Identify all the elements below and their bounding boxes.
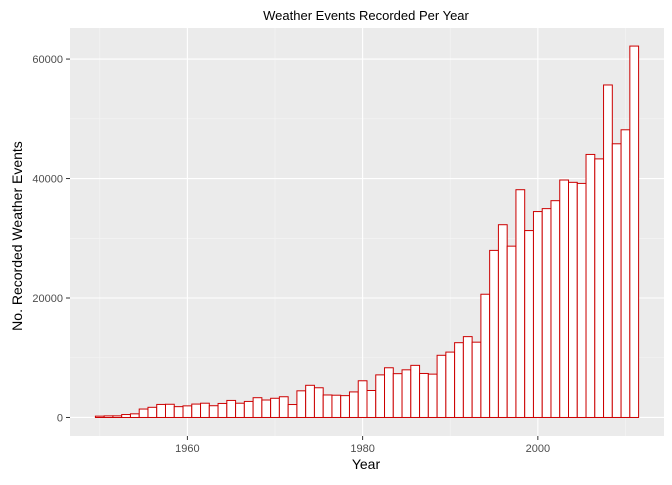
- x-axis-ticks: 1960 1980 2000: [175, 436, 550, 455]
- y-axis-ticks: 0 20000 40000 60000: [32, 54, 70, 424]
- chart-title: Weather Events Recorded Per Year: [263, 8, 469, 23]
- bar-1960: [182, 405, 193, 418]
- bar-1954: [129, 413, 140, 418]
- bar-1998: [515, 189, 526, 418]
- x-tick-label: 2000: [526, 443, 550, 455]
- x-tick-label: 1960: [175, 443, 199, 455]
- bar-1977: [331, 394, 342, 418]
- bar-1973: [296, 390, 307, 418]
- bar-1961: [191, 403, 202, 418]
- bar-1994: [480, 293, 491, 418]
- bar-1970: [270, 397, 280, 418]
- x-axis-title: Year: [352, 456, 381, 472]
- bar-2006: [585, 153, 596, 418]
- bar-1976: [322, 394, 333, 418]
- bar-1984: [392, 373, 403, 418]
- bar-2000: [532, 211, 543, 418]
- bar-2009: [611, 143, 622, 418]
- bar-1995: [489, 249, 499, 418]
- bar-1967: [243, 400, 254, 418]
- x-tick-label: 1980: [350, 443, 374, 455]
- bar-1952: [112, 415, 123, 418]
- bar-1955: [138, 408, 149, 418]
- bar-1962: [200, 402, 210, 418]
- bar-1958: [164, 403, 175, 418]
- bar-1980: [357, 380, 368, 418]
- bar-1987: [419, 372, 429, 418]
- bar-1992: [462, 336, 473, 418]
- bar-1971: [278, 396, 289, 418]
- bar-2003: [559, 179, 570, 418]
- y-tick-label: 20000: [32, 293, 63, 305]
- bar-1989: [436, 354, 447, 418]
- bar-1985: [401, 369, 412, 418]
- bar-1999: [524, 230, 534, 418]
- bar-1956: [147, 406, 158, 418]
- bar-1978: [340, 395, 350, 418]
- bar-2002: [550, 200, 561, 418]
- bar-1975: [313, 387, 324, 418]
- y-tick-label: 0: [57, 412, 63, 424]
- bar-1996: [497, 224, 508, 418]
- y-tick-label: 40000: [32, 174, 63, 186]
- bar-1953: [121, 414, 131, 418]
- bar-1974: [305, 384, 315, 418]
- bar-1991: [454, 342, 464, 418]
- bar-2001: [541, 208, 552, 418]
- bar-1997: [506, 245, 517, 418]
- bar-2011: [629, 45, 640, 418]
- bar-2004: [568, 181, 578, 418]
- bar-1981: [366, 389, 377, 418]
- bar-1983: [384, 367, 394, 418]
- bar-1968: [252, 397, 263, 418]
- bars: [94, 45, 640, 418]
- bar-2005: [576, 182, 587, 418]
- bar-1964: [217, 402, 228, 418]
- y-axis-title: No. Recorded Weather Events: [9, 141, 25, 331]
- bar-1959: [173, 406, 184, 418]
- bar-2007: [594, 158, 605, 418]
- bar-1969: [261, 399, 272, 418]
- bar-1966: [235, 402, 245, 418]
- bar-1990: [445, 351, 456, 418]
- bar-1957: [156, 403, 166, 418]
- bar-1951: [103, 415, 114, 418]
- bar-1986: [410, 364, 421, 418]
- bar-1993: [471, 341, 482, 418]
- bar-1965: [226, 399, 237, 418]
- bar-2010: [620, 129, 631, 418]
- bar-1988: [427, 373, 438, 418]
- bar-1979: [348, 391, 359, 418]
- bar-1950: [94, 415, 105, 418]
- bar-1972: [287, 404, 298, 418]
- y-tick-label: 60000: [32, 54, 63, 66]
- bar-1982: [375, 374, 386, 418]
- bar-1963: [208, 405, 219, 418]
- bar-2008: [603, 84, 613, 418]
